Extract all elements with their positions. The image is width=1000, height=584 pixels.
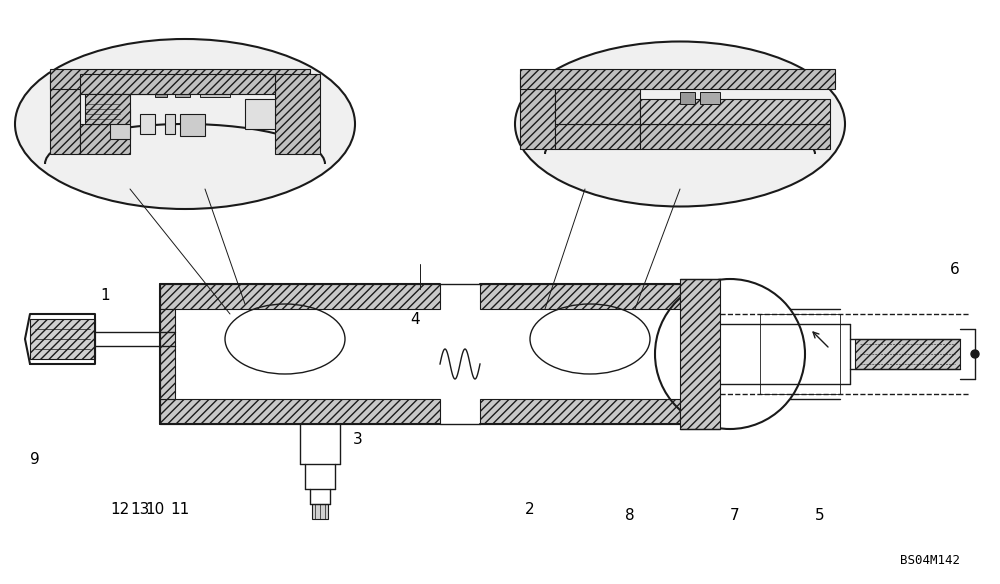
Polygon shape xyxy=(640,124,830,149)
Polygon shape xyxy=(160,284,440,309)
Polygon shape xyxy=(555,124,640,149)
Bar xyxy=(140,114,155,134)
Text: 3: 3 xyxy=(353,433,363,447)
Bar xyxy=(245,99,275,129)
Polygon shape xyxy=(80,124,130,154)
Text: 9: 9 xyxy=(30,453,40,468)
Text: 11: 11 xyxy=(170,502,190,517)
Polygon shape xyxy=(85,94,130,124)
Text: 13: 13 xyxy=(130,502,150,517)
Polygon shape xyxy=(680,279,720,429)
Polygon shape xyxy=(110,89,155,94)
Polygon shape xyxy=(80,74,275,94)
Bar xyxy=(155,89,167,97)
Text: 8: 8 xyxy=(625,507,635,523)
Text: 1: 1 xyxy=(100,287,110,303)
Text: 7: 7 xyxy=(730,507,740,523)
Bar xyxy=(200,89,230,97)
Bar xyxy=(700,92,720,104)
Text: 12: 12 xyxy=(110,502,130,517)
Bar xyxy=(180,114,205,136)
Polygon shape xyxy=(312,504,328,519)
Polygon shape xyxy=(555,89,640,124)
Polygon shape xyxy=(520,69,835,89)
Bar xyxy=(680,92,695,104)
Polygon shape xyxy=(520,74,555,149)
Ellipse shape xyxy=(515,41,845,207)
Polygon shape xyxy=(160,309,175,399)
Bar xyxy=(760,314,840,394)
Polygon shape xyxy=(50,69,310,89)
Polygon shape xyxy=(480,399,680,424)
Polygon shape xyxy=(275,74,320,154)
Text: 2: 2 xyxy=(525,502,535,517)
Bar xyxy=(165,114,175,134)
Ellipse shape xyxy=(15,39,355,209)
Polygon shape xyxy=(640,99,830,124)
Text: 5: 5 xyxy=(815,507,825,523)
Polygon shape xyxy=(855,339,960,369)
Polygon shape xyxy=(30,319,95,359)
Bar xyxy=(110,109,130,139)
Text: 10: 10 xyxy=(145,502,165,517)
Bar xyxy=(175,89,190,97)
Text: BS04M142: BS04M142 xyxy=(900,554,960,566)
Text: 4: 4 xyxy=(410,312,420,328)
Polygon shape xyxy=(160,399,440,424)
Polygon shape xyxy=(480,284,680,309)
Polygon shape xyxy=(50,79,80,154)
Circle shape xyxy=(971,350,979,358)
Text: 6: 6 xyxy=(950,262,960,277)
